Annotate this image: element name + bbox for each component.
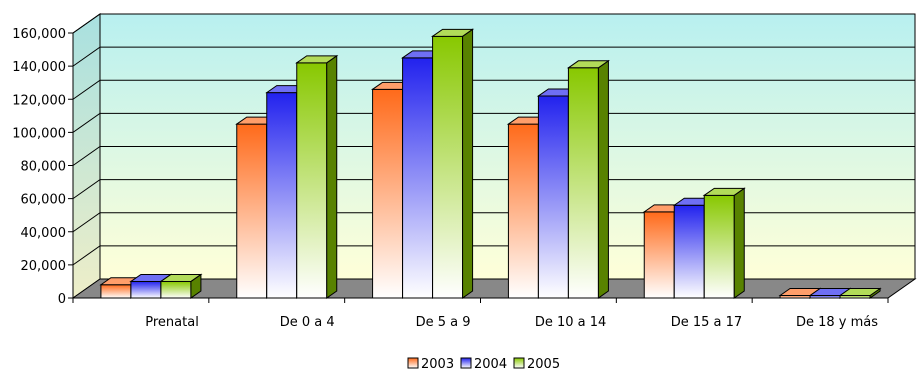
bar-side xyxy=(462,28,474,299)
y-tick-label: 120,000 xyxy=(12,93,66,108)
bar-side xyxy=(326,54,338,299)
legend-swatch xyxy=(460,357,472,369)
gridline xyxy=(72,179,915,200)
x-tick-label: De 15 a 17 xyxy=(671,315,742,330)
bar-front xyxy=(130,280,162,299)
legend-label: 2003 xyxy=(421,357,454,372)
bar-front xyxy=(236,123,268,299)
bar-2005-1 xyxy=(159,273,203,299)
bar-side xyxy=(597,59,609,299)
y-tick-label: 100,000 xyxy=(12,126,66,141)
gridline xyxy=(72,79,915,100)
gridline xyxy=(72,146,915,166)
bar-2005-5 xyxy=(702,187,746,299)
bar-2005-3 xyxy=(430,28,475,299)
y-tick-label: 0 xyxy=(58,292,66,307)
y-tick-label: 160,000 xyxy=(12,27,66,42)
x-tick-label: De 5 a 9 xyxy=(416,315,471,330)
x-axis-ticks: Prenatal De 0 a 4 De 5 a 9 De 10 a 14 De 15 … xyxy=(72,298,889,330)
x-tick-label: Prenatal xyxy=(145,315,199,330)
bars xyxy=(99,28,882,299)
bar-front xyxy=(643,211,675,299)
bar-top xyxy=(295,55,339,64)
bar-front xyxy=(537,95,569,299)
x-tick-label: De 10 a 14 xyxy=(535,315,606,330)
y-tick-label: 80,000 xyxy=(21,160,67,175)
bar-front xyxy=(432,35,464,299)
x-tick-label: De 18 y más xyxy=(796,315,878,330)
bar-front xyxy=(402,57,434,299)
gridline xyxy=(72,245,915,266)
x-tick-label: De 0 a 4 xyxy=(280,315,335,330)
bar-front xyxy=(372,88,404,299)
legend-swatch xyxy=(407,357,419,369)
gridline xyxy=(72,13,915,34)
gridline xyxy=(72,112,915,133)
bar-front xyxy=(160,280,192,299)
chart-walls xyxy=(72,13,916,299)
bar-2005-4 xyxy=(566,59,611,299)
bar-front xyxy=(703,194,735,299)
bar-side xyxy=(733,187,745,299)
bar-front xyxy=(507,123,539,299)
legend-label: 2004 xyxy=(474,357,507,372)
gridlines xyxy=(72,13,915,266)
y-tick-label: 40,000 xyxy=(21,226,67,241)
legend-swatch xyxy=(513,357,525,369)
y-tick-label: 20,000 xyxy=(21,259,67,274)
bar-top xyxy=(838,288,882,297)
y-tick-label: 60,000 xyxy=(21,193,67,208)
bar-top xyxy=(430,28,475,37)
bar-2005-6 xyxy=(838,287,882,299)
bar-2005-2 xyxy=(295,54,339,299)
bar-front xyxy=(296,62,328,299)
bar-front xyxy=(567,67,599,299)
legend: 2003 2004 2005 xyxy=(407,357,560,372)
gridline xyxy=(72,212,915,233)
gridline xyxy=(72,46,915,67)
bar-front xyxy=(100,284,132,299)
bar-top xyxy=(702,187,746,196)
y-tick-label: 140,000 xyxy=(12,60,66,75)
y-axis-ticks: 0 20,000 40,000 60,000 80,000 100,000 120,000 1… xyxy=(12,27,73,307)
legend-item-2005: 2005 xyxy=(513,357,560,372)
bar-front xyxy=(673,204,705,299)
bar-top xyxy=(566,60,611,69)
legend-label: 2005 xyxy=(527,357,560,372)
legend-item-2003: 2003 xyxy=(407,357,454,372)
legend-item-2004: 2004 xyxy=(460,357,507,372)
bar-front xyxy=(266,92,298,299)
bar-top xyxy=(159,273,203,282)
